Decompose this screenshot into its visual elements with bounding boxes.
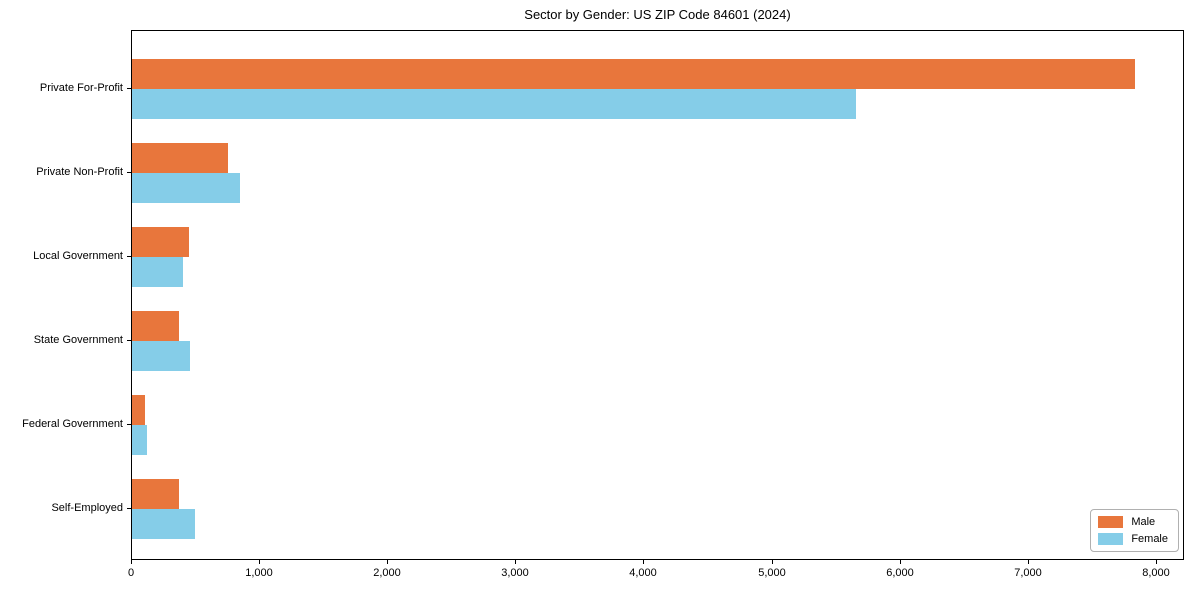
male-legend-label: Male bbox=[1131, 516, 1156, 528]
xtick-mark bbox=[772, 560, 773, 564]
legend: Male Female bbox=[1090, 509, 1179, 552]
bar-female-private-non-profit bbox=[132, 173, 240, 203]
xtick-mark bbox=[643, 560, 644, 564]
xtick-mark bbox=[131, 560, 132, 564]
xtick-label-3000: 3,000 bbox=[501, 567, 529, 579]
xtick-label-1000: 1,000 bbox=[245, 567, 273, 579]
bar-female-self-employed bbox=[132, 509, 195, 539]
bar-male-federal-government bbox=[132, 395, 145, 425]
bar-female-state-government bbox=[132, 341, 190, 371]
ytick-mark bbox=[127, 424, 131, 425]
ytick-mark bbox=[127, 172, 131, 173]
plot-area: Male Female bbox=[131, 30, 1184, 560]
bar-male-local-government bbox=[132, 227, 189, 257]
ytick-mark bbox=[127, 340, 131, 341]
legend-entry-male: Male bbox=[1098, 516, 1168, 528]
xtick-label-0: 0 bbox=[127, 567, 135, 579]
xtick-mark bbox=[259, 560, 260, 564]
xtick-label-5000: 5,000 bbox=[758, 567, 786, 579]
ytick-label-self-employed: Self-Employed bbox=[51, 502, 123, 514]
bar-male-private-non-profit bbox=[132, 143, 228, 173]
ytick-label-local-government: Local Government bbox=[33, 250, 123, 262]
legend-entry-female: Female bbox=[1098, 533, 1168, 545]
xtick-label-7000: 7,000 bbox=[1014, 567, 1042, 579]
chart-title: Sector by Gender: US ZIP Code 84601 (202… bbox=[524, 7, 791, 22]
xtick-mark bbox=[387, 560, 388, 564]
ytick-mark bbox=[127, 508, 131, 509]
xtick-mark bbox=[900, 560, 901, 564]
ytick-mark bbox=[127, 88, 131, 89]
female-legend-label: Female bbox=[1131, 533, 1168, 545]
bar-male-self-employed bbox=[132, 479, 179, 509]
xtick-label-6000: 6,000 bbox=[886, 567, 914, 579]
ytick-label-private-for-profit: Private For-Profit bbox=[39, 82, 123, 94]
bar-female-private-for-profit bbox=[132, 89, 856, 119]
bar-female-federal-government bbox=[132, 425, 147, 455]
female-legend-swatch bbox=[1098, 533, 1124, 545]
ytick-label-federal-government: Federal Government bbox=[22, 418, 123, 430]
xtick-mark bbox=[515, 560, 516, 564]
bar-female-local-government bbox=[132, 257, 183, 287]
xtick-label-4000: 4,000 bbox=[629, 567, 657, 579]
xtick-label-8000: 8,000 bbox=[1142, 567, 1170, 579]
bar-male-state-government bbox=[132, 311, 179, 341]
ytick-label-state-government: State Government bbox=[33, 334, 123, 346]
bar-male-private-for-profit bbox=[132, 59, 1135, 89]
xtick-label-2000: 2,000 bbox=[373, 567, 401, 579]
ytick-mark bbox=[127, 256, 131, 257]
male-legend-swatch bbox=[1098, 516, 1124, 528]
xtick-mark bbox=[1156, 560, 1157, 564]
xtick-mark bbox=[1028, 560, 1029, 564]
ytick-label-private-non-profit: Private Non-Profit bbox=[36, 166, 123, 178]
